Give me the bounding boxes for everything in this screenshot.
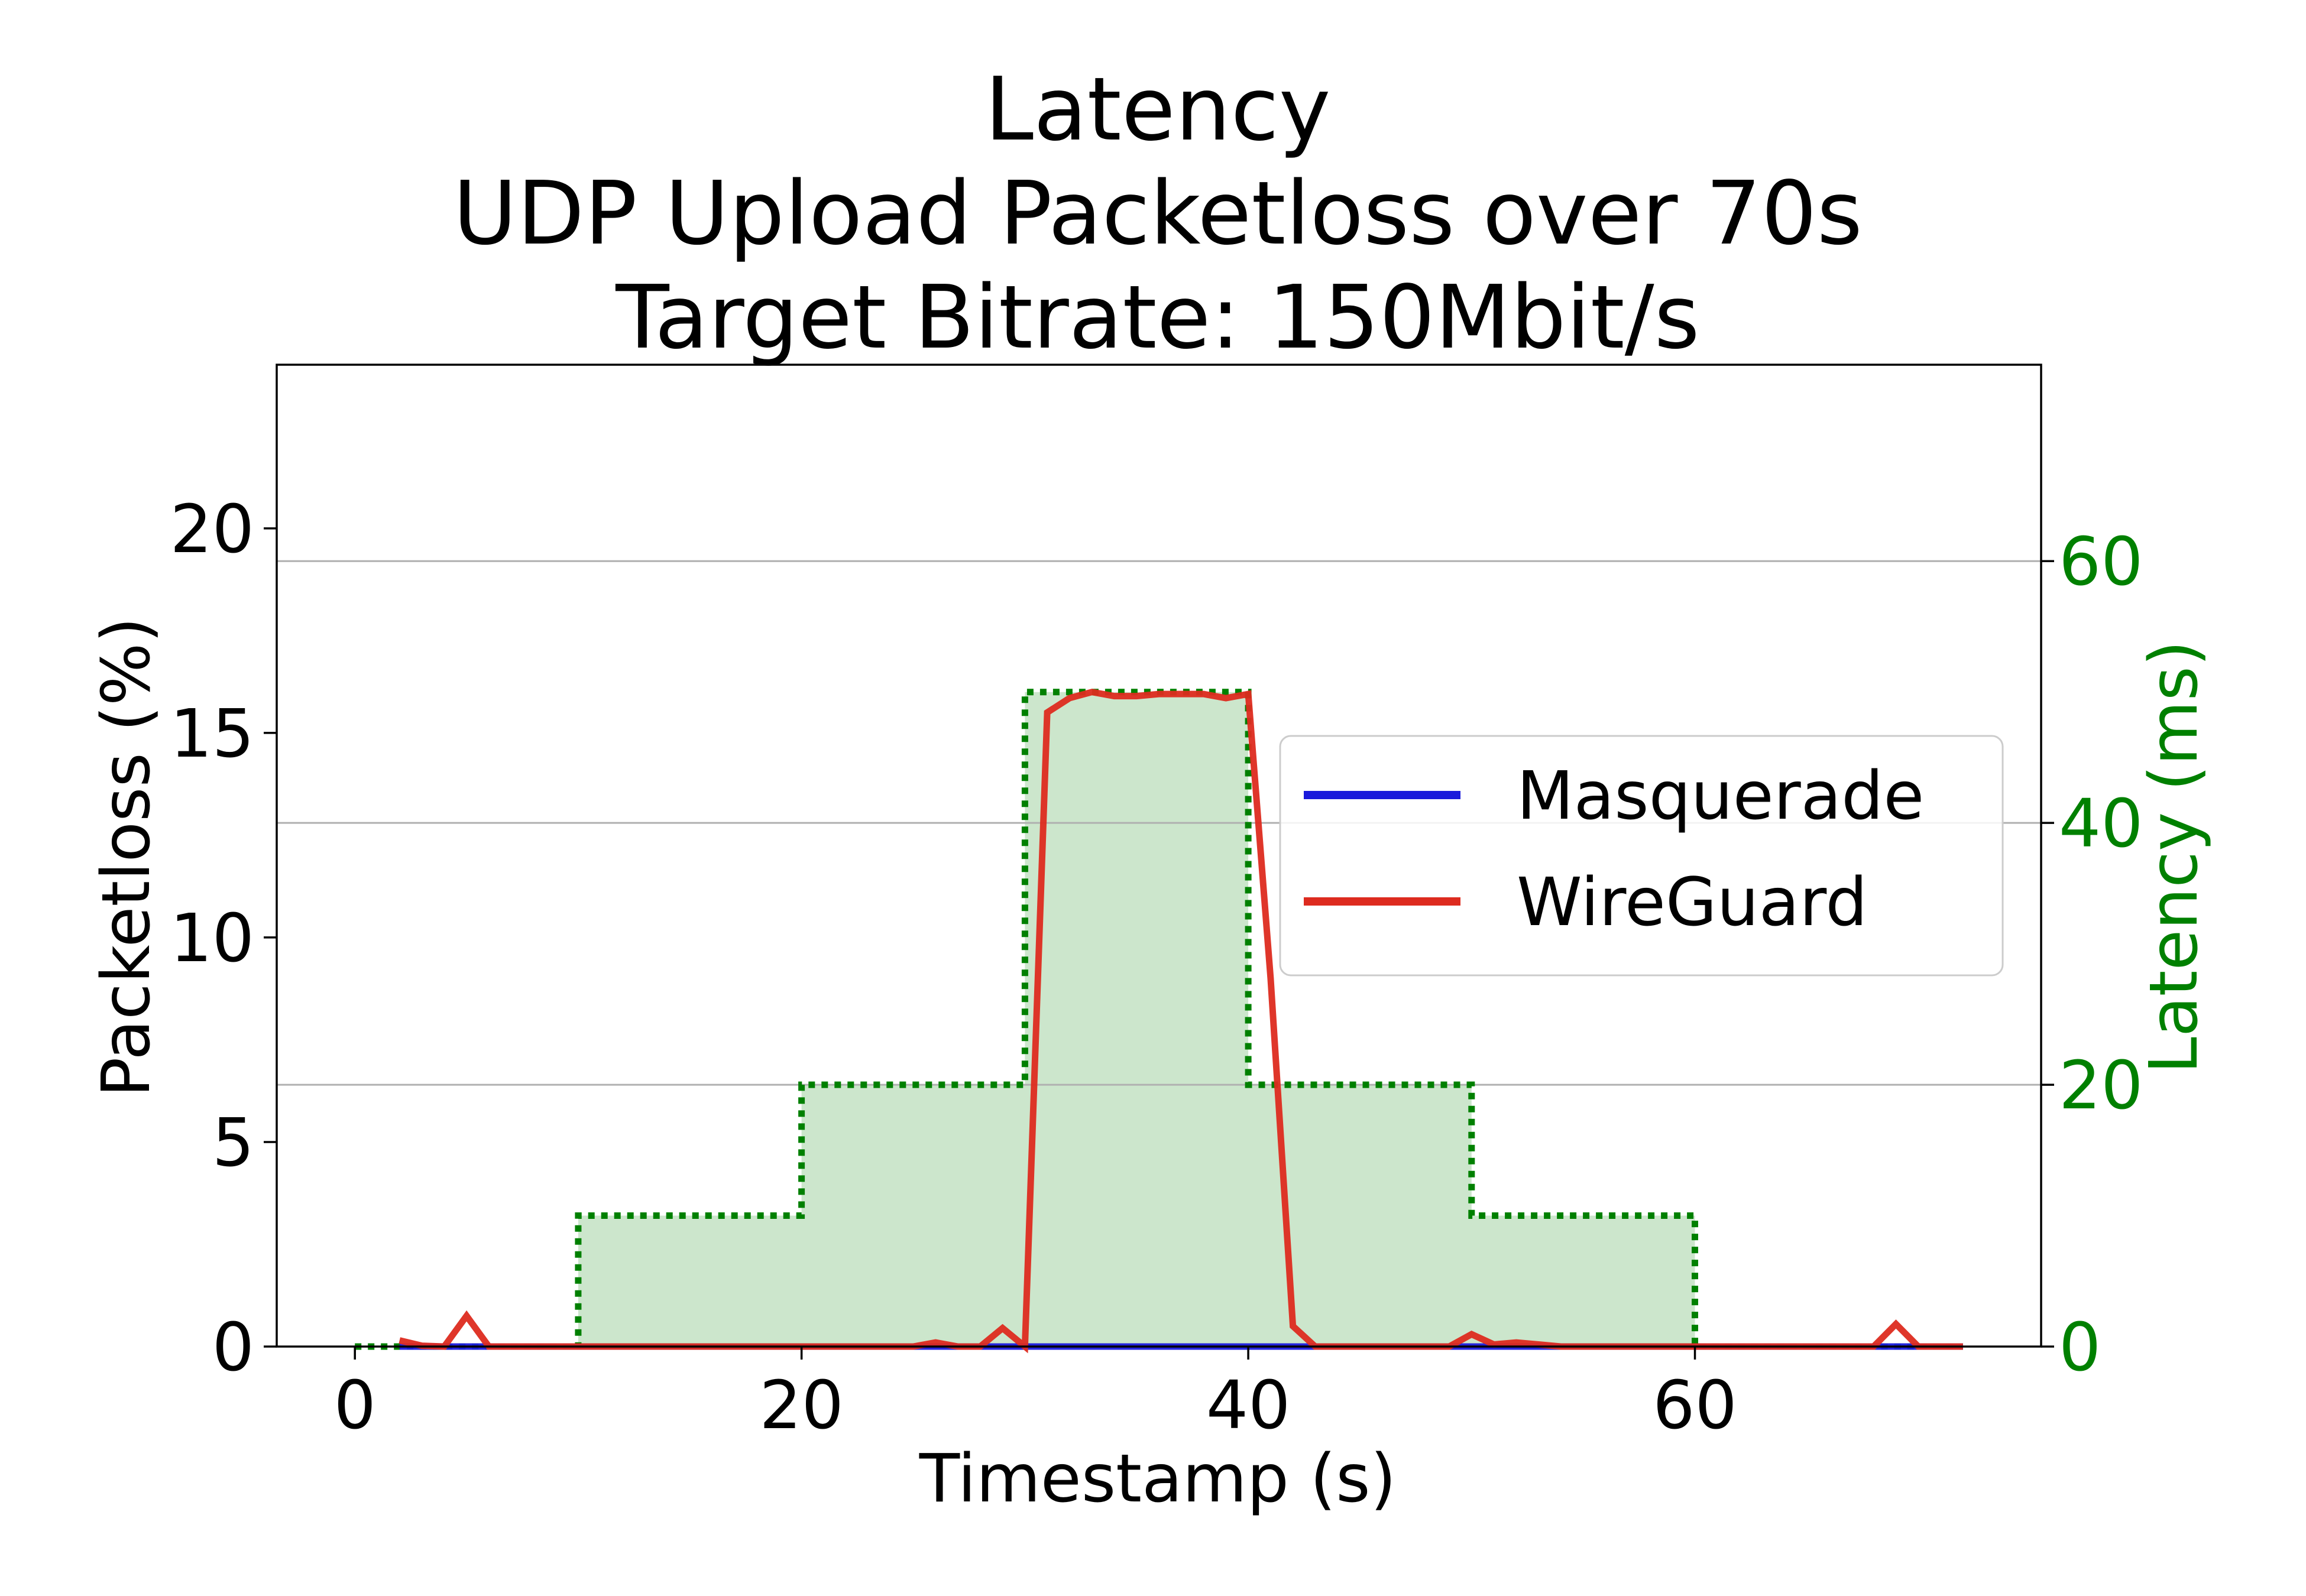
x-axis-label: Timestamp (s) — [919, 1441, 1397, 1517]
y-tick-label-10: 10 — [170, 900, 254, 977]
y2-tick-label-0: 0 — [2059, 1309, 2101, 1386]
legend-box — [1279, 735, 2004, 977]
x-tick-label-20: 20 — [759, 1367, 844, 1444]
chart-title-line-1: Latency — [985, 59, 1331, 160]
y-tick-label-5: 5 — [212, 1105, 254, 1182]
x-tick-label-0: 0 — [334, 1367, 376, 1444]
chart-title-line-2: UDP Upload Packetloss over 70s — [453, 163, 1863, 264]
plot-frame — [276, 364, 2042, 1348]
x-tick-label-60: 60 — [1653, 1367, 1737, 1444]
y-axis-label: Packetloss (%) — [88, 617, 165, 1097]
legend-label-wireguard: WireGuard — [1517, 864, 1867, 941]
x-tick-label-40: 40 — [1206, 1367, 1291, 1444]
y-tick-label-20: 20 — [170, 491, 254, 568]
legend-label-masquerade: Masquerade — [1517, 758, 1924, 835]
y2-tick-label-40: 40 — [2059, 786, 2143, 862]
y-tick-label-0: 0 — [212, 1309, 254, 1386]
y2-axis-label: Latency (ms) — [2136, 640, 2213, 1073]
chart-title-line-3: Target Bitrate: 150Mbit/s — [615, 267, 1699, 368]
y2-tick-label-20: 20 — [2059, 1047, 2143, 1124]
plot-area: 0 20 40 60 0 5 10 15 20 0 20 40 60 — [170, 364, 2143, 1444]
legend: Masquerade WireGuard — [1279, 735, 2004, 977]
latency-fill-area — [355, 692, 1963, 1347]
latency-step-line — [355, 689, 1963, 1350]
y-tick-label-15: 15 — [170, 696, 254, 773]
y2-tick-label-60: 60 — [2059, 524, 2143, 601]
